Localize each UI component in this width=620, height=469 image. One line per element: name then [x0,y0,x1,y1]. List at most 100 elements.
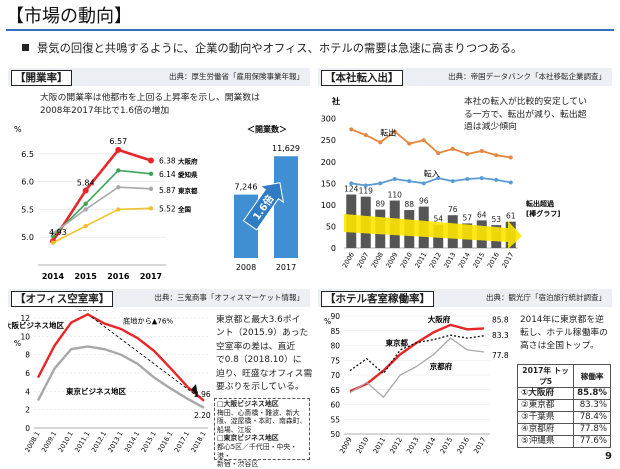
data-label: 83.3 [492,331,509,340]
title-underline [6,29,614,31]
bar-value-label: 53 [491,215,501,224]
bar-value-label: 88 [404,200,414,209]
bar-value-label: 110 [388,191,403,200]
hotel-note-line: 高さは全国トップ。 [520,341,599,351]
series-label: 東京ビジネス地区 [66,386,126,396]
office-box-line: □大阪ビジネス地区 [217,400,279,408]
bar [274,156,298,258]
data-point [450,146,455,151]
series-line-1 [350,128,511,159]
data-point [450,179,455,184]
y-tick-label: 60 [330,401,340,410]
y-tick-label: 150 [321,179,336,188]
table-header-cell: 稼働率 [573,364,611,388]
hq-note-line: 過は減少傾向 [464,122,517,132]
panel-header-office: 【オフィス空室率】 出典：三鬼商事「オフィスマーケット情報」 [8,289,310,307]
job-note-line: 大阪の開業率は他都市を上回る上昇率を示し、開業数は [40,93,260,103]
data-point [407,179,412,184]
y-tick-label: 5.5 [21,205,34,214]
x-tick-label: 2010 [355,436,371,455]
y-tick-label: 8 [25,351,30,360]
series-line-2 [349,334,485,375]
legend-entry: 大阪府 [178,156,198,165]
data-label: 6.38 [159,156,176,165]
data-point [349,181,354,186]
bar-value-label: 54 [433,215,443,224]
series-label: 京都府 [430,361,453,371]
x-tick-label: 2013 [442,251,457,269]
table-cell: 77.8% [573,423,611,436]
bar-value-label: 64 [477,210,487,219]
data-point [479,148,484,153]
table-header-cell: 2017年 トップ5 [516,364,575,388]
data-point [465,177,470,181]
office-note-line: 東京都と最大3.6ポイ [216,315,301,325]
legend-entry: 愛知県 [178,170,198,179]
data-point [508,155,513,160]
x-tick-label: 2007 [355,251,370,269]
data-point [421,138,426,143]
table-cell: ①大阪府 [516,387,575,400]
data-point [363,183,368,188]
series-label: 大阪ビジネス地区 [8,320,64,330]
x-tick-label: 2018.1 [189,430,207,454]
x-tick-label: 2006 [341,251,356,269]
data-point [436,151,441,156]
panel-header-job: 【開業率】 出典：厚生労働省「雇用保険事業年報」 [8,68,310,86]
office-note-line: 空室率の差は、直近 [216,341,296,352]
x-tick-label: 2017 [500,251,515,269]
bullet-square-icon [22,44,29,51]
table-cell: 77.6% [573,435,611,448]
data-point [148,206,154,211]
bar-value-label: 57 [462,213,472,222]
bar-value-label: 89 [375,200,385,209]
y-tick-label: 5.0 [21,233,34,242]
bar-value-label: 11,629 [272,144,300,153]
data-point [436,176,441,181]
data-point [508,180,513,185]
data-label: 5.84 [77,178,95,187]
table-cell: 78.4% [573,411,611,424]
bar-legend: 転出超過 [526,199,555,208]
table-cell: ③千葉県 [516,411,575,424]
x-tick-label: 2013 [405,436,421,455]
table-header-row: 2017年 トップ5 稼働率 [516,364,611,388]
y-tick-label: 4 [25,387,30,396]
y-tick-label: 250 [321,136,336,145]
job-rate-chart: % 5.0 5.5 6.0 6.5 2014 2015 2016 2017 6.38 大阪府6.14… [14,125,198,281]
chart-title: ＜開業数＞ [247,124,287,134]
series-line-3 [349,337,485,399]
x-tick-label: 2011 [413,251,428,269]
y-tick-label: 6.0 [21,178,34,187]
data-point [148,171,154,177]
x-tick-label: 2008 [236,263,256,272]
x-tick-label: 2017 [472,436,488,455]
decline-arrow-line [91,316,199,398]
series-line-2 [351,177,511,187]
panel-source-hq: 出典：帝国データバンク「本社移転企業調査」 [448,72,606,81]
data-label: 6.14 [159,170,176,179]
data-point [83,201,88,207]
job-note: 大阪の開業率は他都市を上回る上昇率を示し、開業数は 2008年2017年比で1.… [40,92,260,117]
job-note-line: 2008年2017年比で1.6倍の増加 [40,105,170,116]
bar-value-label: 7,246 [235,183,258,192]
data-point [115,146,122,153]
data-point [392,177,397,181]
data-point [83,223,88,229]
panel-tag-job: 【開業率】 [11,70,72,86]
table-cell: ⑤沖縄県 [516,435,575,448]
lead-sentence: 景気の回復と共鳴するように、企業の動向やオフィス、ホテルの需要は急速に高まりつつ… [37,42,523,55]
data-point [378,181,383,186]
bar-value-label: 124 [344,185,359,194]
x-tick-label: 2015 [439,436,455,455]
series-line-1 [51,148,152,242]
office-area-definition-box: □大阪ビジネス地区 梅田、心斎橋・難波、新大 阪、淀屋橋・本町、南森町、 船場、… [214,398,310,468]
y-tick-label: 75 [330,356,340,365]
hotel-note: 2014年に東京都を逆 転し、ホテル稼働率の 高さは全国トップ。 [520,314,608,353]
data-point [50,240,56,245]
series-line-1 [36,312,205,402]
y-axis-unit: % [14,125,22,134]
panel-source-office: 出典：三鬼商事「オフィスマーケット情報」 [154,293,304,302]
table-row: ②東京都 83.3% [516,399,611,412]
data-label: 85.8 [492,315,509,324]
